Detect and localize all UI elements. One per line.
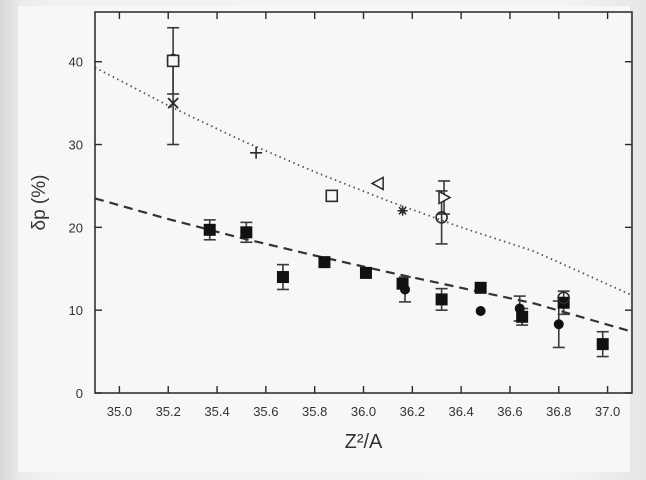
x-tick-label: 35.0 [107,404,132,419]
y-tick-label: 0 [76,386,83,401]
dashed-fit-curve [94,197,633,333]
x-tick-label: 36.4 [448,404,473,419]
plus-marker [250,146,263,159]
filled-square-marker [474,281,487,294]
x-tick-label: 37.0 [595,404,620,419]
x-axis-title: Z²/A [345,431,383,453]
y-axis-ticks: 0 10 20 30 40 [69,55,632,401]
x-axis-ticks: 35.0 35.2 35.4 35.6 35.8 36.0 36.2 36.4 36.6 36.8… [107,12,620,419]
x-tick-label: 36.0 [351,404,376,419]
x-tick-label: 35.6 [253,404,278,419]
open-square-marker [166,54,180,68]
x-tick-label: 35.8 [302,404,327,419]
x-tick-label: 36.8 [546,404,571,419]
open-square-marker [325,189,339,203]
y-tick-label: 40 [69,55,83,70]
open-triangle-left-marker [370,176,384,191]
y-axis-title: δp (%) [29,175,50,231]
filled-square-marker [240,226,253,239]
filled-square-marker [596,338,609,351]
filled-circle-marker [399,284,410,295]
filled-square-marker [359,266,372,279]
plot-frame [94,11,633,394]
y-tick-label: 30 [69,138,83,153]
filled-circle-marker [553,319,564,330]
open-triangle-right-marker [438,190,452,205]
x-tick-label: 36.6 [497,404,522,419]
filled-square-marker [318,256,331,269]
plot-panel [18,6,630,472]
filled-circle-marker [475,306,486,317]
x-tick-label: 35.4 [204,404,229,419]
y-tick-label: 10 [69,303,83,318]
cross-marker [167,97,179,109]
filled-square-marker [203,223,216,236]
open-circle-marker [557,291,570,305]
filled-square-marker [516,310,529,323]
star-marker [397,205,408,216]
filled-circle-marker [514,303,525,314]
data-markers [166,53,609,351]
dotted-fit-curve [94,66,633,297]
y-tick-label: 20 [69,220,83,235]
fit-curves [94,66,633,333]
x-tick-label: 36.2 [400,404,425,419]
open-circle-marker [435,211,448,224]
filled-square-marker [435,293,448,306]
filled-square-marker [276,271,289,284]
error-bars [167,26,609,358]
x-tick-label: 35.2 [156,404,181,419]
